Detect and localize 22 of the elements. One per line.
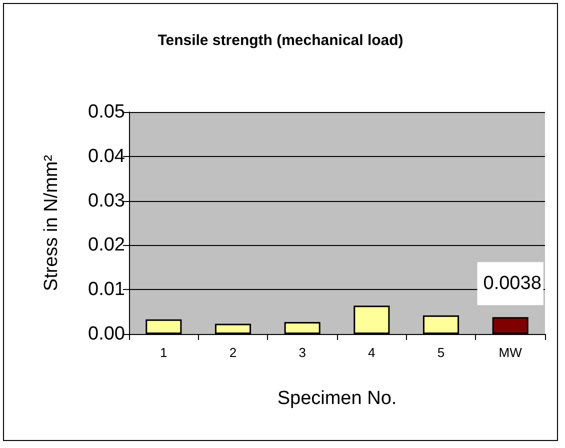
x-tick-label: 4: [368, 345, 376, 360]
bar: [354, 306, 390, 334]
bar: [284, 322, 320, 334]
x-tick-label: 2: [229, 345, 237, 360]
y-axis-title: Stress in N/mm²: [41, 154, 62, 292]
y-tick-label: 0.01: [88, 279, 125, 300]
y-tick-label: 0.00: [88, 324, 125, 344]
x-tick-label: MW: [498, 345, 523, 360]
x-axis-title: Specimen No.: [277, 388, 397, 409]
y-tick-label: 0.04: [88, 146, 126, 167]
data-label: 0.0038: [483, 273, 542, 294]
x-tick-label: 5: [437, 345, 445, 360]
x-tick-label: 1: [160, 345, 168, 360]
y-tick-label: 0.05: [88, 102, 125, 122]
bar: [492, 317, 528, 334]
chart-title: Tensile strength (mechanical load): [158, 32, 404, 49]
bar: [214, 324, 252, 334]
y-tick-label: 0.03: [88, 190, 125, 212]
y-tick-label: 0.02: [88, 234, 125, 256]
x-tick-label: 3: [298, 345, 306, 360]
bar: [146, 319, 182, 334]
bar: [422, 315, 460, 334]
